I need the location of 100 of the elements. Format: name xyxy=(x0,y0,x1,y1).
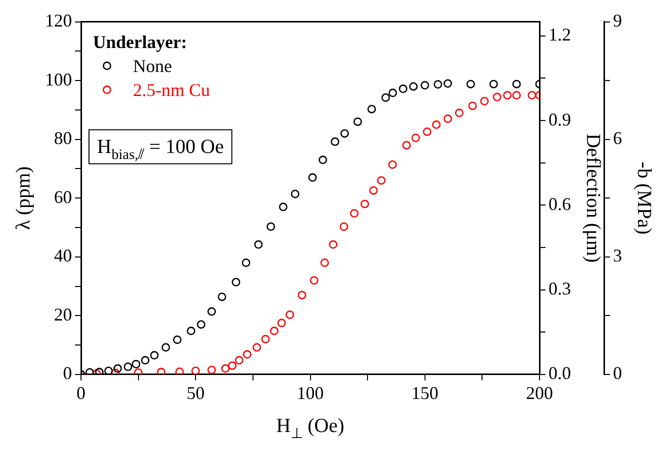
y2-tick-label: 0.9 xyxy=(548,109,571,130)
point xyxy=(266,222,276,231)
legend-title: Underlayer: xyxy=(93,32,187,52)
point xyxy=(340,129,349,138)
point xyxy=(512,80,521,88)
point xyxy=(186,326,196,336)
point xyxy=(207,366,216,374)
point xyxy=(286,310,294,319)
point xyxy=(528,91,536,100)
point xyxy=(261,334,270,344)
point xyxy=(270,326,279,336)
y-axis-title: λ (ppm) xyxy=(12,166,34,230)
x-axis-title: H⊥ (Oe) xyxy=(276,415,344,442)
point xyxy=(455,108,464,118)
legend-label: None xyxy=(133,56,172,76)
point xyxy=(298,290,306,300)
point xyxy=(277,318,286,328)
x-tick-label: 150 xyxy=(411,382,438,403)
point xyxy=(232,278,240,286)
y3-tick-label: 9 xyxy=(613,10,622,31)
y-tick-label: 80 xyxy=(54,128,72,148)
x-tick-label: 0 xyxy=(76,382,86,403)
y3-tick-label: 6 xyxy=(613,128,622,148)
point xyxy=(162,343,170,352)
y3-tick-label: 0 xyxy=(613,363,622,384)
point xyxy=(369,186,378,195)
point xyxy=(191,366,200,374)
point xyxy=(320,258,329,267)
point xyxy=(388,160,397,169)
point xyxy=(252,343,262,352)
point xyxy=(254,240,263,249)
y2-tick-label: 1.2 xyxy=(548,24,571,45)
point xyxy=(310,276,318,285)
y2-tick-label: 0.0 xyxy=(548,363,571,384)
y3-tick-label: 3 xyxy=(613,246,622,266)
y-tick-label: 40 xyxy=(54,246,72,266)
point xyxy=(175,368,184,374)
point xyxy=(234,356,244,365)
point xyxy=(512,91,521,100)
legend-label: 2.5-nm Cu xyxy=(133,80,210,100)
point xyxy=(492,92,502,102)
point xyxy=(318,156,328,164)
x-tick-label: 200 xyxy=(526,382,553,403)
point xyxy=(124,362,132,372)
point xyxy=(466,80,475,88)
point xyxy=(207,307,216,316)
point xyxy=(350,209,359,218)
y-tick-label: 0 xyxy=(63,363,72,384)
point xyxy=(113,364,122,373)
point xyxy=(221,364,230,373)
point xyxy=(503,91,512,100)
point xyxy=(432,120,441,129)
point xyxy=(104,366,113,374)
point xyxy=(290,190,300,198)
point xyxy=(409,82,418,91)
y3-axis-title: -b (MPa) xyxy=(632,162,655,234)
point xyxy=(381,93,390,102)
y2-tick-label: 0.3 xyxy=(548,278,571,299)
point xyxy=(388,88,398,98)
y2-axis-title: Deflection (μm) xyxy=(582,134,604,263)
point xyxy=(242,350,252,359)
y2-tick-label: 0.6 xyxy=(548,194,571,214)
point xyxy=(420,81,430,90)
point xyxy=(328,240,338,249)
point xyxy=(330,137,340,146)
point xyxy=(444,79,452,88)
point xyxy=(411,134,420,142)
point xyxy=(150,351,159,360)
point xyxy=(132,360,140,368)
point xyxy=(173,335,182,344)
point xyxy=(422,127,432,136)
point xyxy=(353,117,362,126)
point xyxy=(156,368,166,374)
point xyxy=(489,80,498,88)
point xyxy=(242,258,250,267)
x-tick-label: 50 xyxy=(186,382,205,403)
point xyxy=(228,361,237,370)
point xyxy=(308,173,317,182)
y-tick-label: 120 xyxy=(45,10,72,31)
point xyxy=(377,176,386,185)
y-tick-label: 20 xyxy=(54,304,72,324)
point xyxy=(367,104,376,114)
point xyxy=(360,200,370,208)
point xyxy=(278,202,288,212)
point xyxy=(434,80,442,89)
y-tick-label: 60 xyxy=(54,186,72,207)
point xyxy=(85,368,94,374)
point xyxy=(398,84,408,94)
x-tick-label: 100 xyxy=(296,382,324,403)
point xyxy=(402,140,411,150)
point xyxy=(134,368,143,374)
point xyxy=(218,292,226,302)
y-tick-label: 100 xyxy=(45,69,72,90)
point xyxy=(444,114,452,124)
point xyxy=(95,368,104,374)
point xyxy=(340,222,348,231)
point xyxy=(140,356,150,365)
point xyxy=(480,96,489,106)
point xyxy=(196,320,206,329)
point xyxy=(468,102,477,110)
